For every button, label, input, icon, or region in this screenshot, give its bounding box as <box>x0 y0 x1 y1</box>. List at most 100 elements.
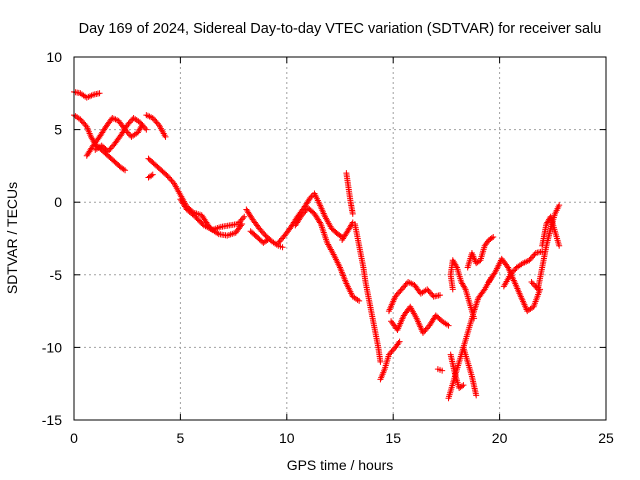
x-axis-label: GPS time / hours <box>287 457 394 473</box>
data-point <box>125 130 132 137</box>
data-point <box>140 123 147 130</box>
data-point <box>299 210 306 217</box>
data-point <box>397 287 404 294</box>
data-point <box>422 326 429 333</box>
data-point <box>105 148 112 155</box>
data-point <box>214 230 221 237</box>
data-point <box>96 90 103 97</box>
data-point <box>531 281 538 288</box>
data-point <box>428 290 435 297</box>
data-point <box>394 290 401 297</box>
data-point <box>162 133 169 140</box>
data-point <box>77 116 84 123</box>
data-point <box>402 281 409 288</box>
data-point <box>106 146 113 153</box>
data-point <box>149 171 156 178</box>
data-point <box>138 120 145 127</box>
data-point <box>257 226 264 233</box>
y-tick-label: 0 <box>54 194 62 210</box>
data-points <box>71 88 563 402</box>
data-point <box>480 287 487 294</box>
data-point <box>399 284 406 291</box>
data-point <box>388 348 395 355</box>
data-point <box>504 263 511 270</box>
data-point <box>122 167 129 174</box>
data-point <box>236 219 243 226</box>
data-point <box>490 234 497 241</box>
data-point <box>239 215 246 222</box>
data-point <box>167 175 174 182</box>
data-point <box>398 286 405 293</box>
data-point <box>151 116 158 123</box>
data-point <box>401 283 408 290</box>
data-point <box>471 315 478 322</box>
data-point <box>125 120 132 127</box>
data-point <box>124 122 131 129</box>
data-point <box>459 383 466 390</box>
data-point <box>528 254 535 261</box>
data-point <box>512 265 519 272</box>
data-point <box>445 322 452 329</box>
grid-lines <box>74 57 606 420</box>
tick-marks <box>73 56 607 421</box>
data-point <box>530 252 537 259</box>
data-point <box>429 292 436 299</box>
x-tick-label: 20 <box>492 430 508 446</box>
data-point <box>259 229 266 236</box>
data-point <box>301 209 308 216</box>
data-point <box>148 172 155 179</box>
data-point <box>507 271 514 278</box>
x-tick-label: 15 <box>385 430 401 446</box>
data-point <box>136 119 143 126</box>
data-point <box>393 292 400 299</box>
data-point <box>437 292 444 299</box>
y-tick-label: 10 <box>46 49 62 65</box>
x-tick-label: 10 <box>279 430 295 446</box>
data-point <box>82 122 89 129</box>
data-point <box>307 194 314 201</box>
data-point <box>79 119 86 126</box>
data-point <box>277 236 284 243</box>
data-point <box>425 287 432 294</box>
plot-frame <box>73 56 607 421</box>
data-point <box>78 117 85 124</box>
data-point <box>511 267 518 274</box>
y-tick-labels: -15 -10 -5 0 5 10 <box>42 49 62 428</box>
data-point <box>276 238 283 245</box>
data-point <box>460 382 467 389</box>
data-point <box>256 225 263 232</box>
y-tick-label: 5 <box>54 122 62 138</box>
y-axis-label: SDTVAR / TECUs <box>4 182 20 294</box>
data-point <box>241 213 248 220</box>
data-point <box>526 257 533 264</box>
data-point <box>258 228 265 235</box>
data-point <box>423 325 430 332</box>
data-point <box>556 242 563 249</box>
data-point <box>139 122 146 129</box>
data-point <box>163 171 170 178</box>
data-point <box>164 173 171 180</box>
data-point <box>234 220 241 227</box>
y-tick-label: -10 <box>42 339 62 355</box>
data-point <box>389 347 396 354</box>
data-point <box>527 255 534 262</box>
data-point <box>491 270 498 277</box>
data-point <box>488 235 495 242</box>
data-point <box>143 126 150 133</box>
data-point <box>396 289 403 296</box>
data-point <box>298 212 305 219</box>
data-point <box>261 231 268 238</box>
data-point <box>149 114 156 121</box>
data-point <box>264 236 271 243</box>
data-point <box>387 350 394 357</box>
chart-title: Day 169 of 2024, Sidereal Day-to-day VTE… <box>79 21 602 37</box>
data-point <box>356 297 363 304</box>
data-point <box>439 367 446 374</box>
data-point <box>529 280 536 287</box>
data-point <box>419 329 426 336</box>
data-point <box>473 392 480 399</box>
data-point <box>279 244 286 251</box>
data-point <box>316 219 323 226</box>
data-point <box>107 145 114 152</box>
